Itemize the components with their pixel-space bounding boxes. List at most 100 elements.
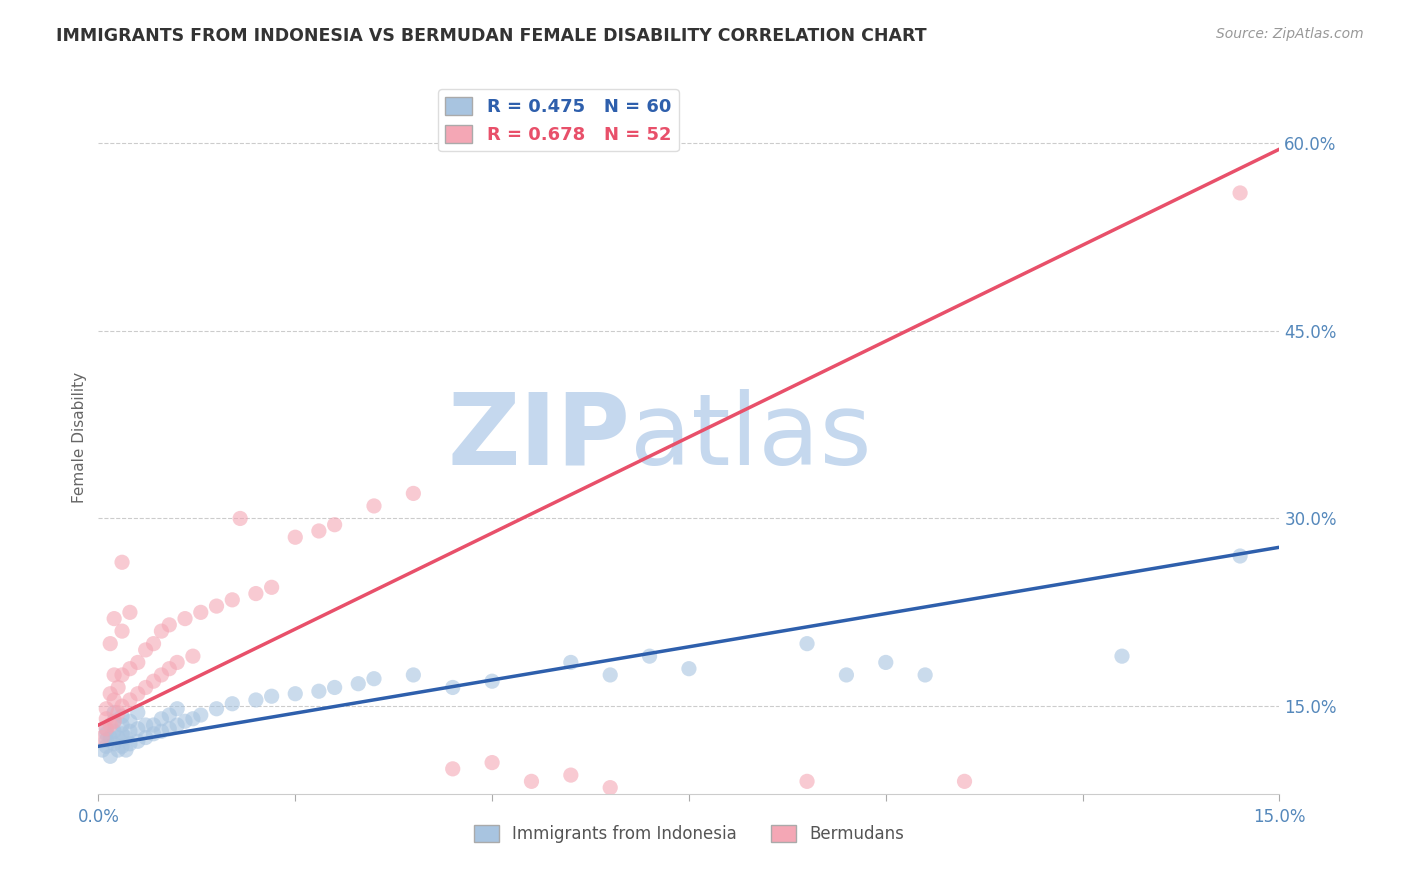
Point bbox=[107, 731, 129, 745]
Point bbox=[150, 712, 173, 726]
Point bbox=[127, 687, 149, 701]
Point bbox=[96, 702, 118, 716]
Point bbox=[441, 681, 464, 695]
Point bbox=[103, 612, 125, 626]
Point bbox=[150, 668, 173, 682]
Point bbox=[441, 762, 464, 776]
Point bbox=[115, 731, 138, 745]
Point bbox=[599, 780, 621, 795]
Point bbox=[142, 727, 165, 741]
Point bbox=[98, 718, 121, 732]
Point bbox=[221, 697, 243, 711]
Point bbox=[118, 737, 141, 751]
Point bbox=[347, 676, 370, 690]
Point bbox=[150, 724, 173, 739]
Point bbox=[107, 743, 129, 757]
Point bbox=[103, 714, 125, 729]
Point bbox=[157, 662, 180, 676]
Point bbox=[323, 681, 346, 695]
Point bbox=[835, 668, 858, 682]
Point bbox=[363, 499, 385, 513]
Point bbox=[96, 727, 118, 741]
Point bbox=[127, 722, 149, 736]
Point bbox=[111, 699, 134, 714]
Point bbox=[260, 580, 283, 594]
Point bbox=[107, 681, 129, 695]
Point bbox=[1229, 549, 1251, 563]
Point bbox=[118, 724, 141, 739]
Point bbox=[103, 724, 125, 739]
Point bbox=[157, 618, 180, 632]
Point bbox=[98, 749, 121, 764]
Point bbox=[111, 555, 134, 569]
Point bbox=[953, 774, 976, 789]
Point bbox=[111, 709, 134, 723]
Point bbox=[115, 743, 138, 757]
Point bbox=[103, 714, 125, 729]
Point bbox=[599, 668, 621, 682]
Point bbox=[260, 690, 283, 704]
Point bbox=[118, 605, 141, 619]
Point bbox=[520, 774, 543, 789]
Point bbox=[135, 643, 157, 657]
Point bbox=[96, 722, 118, 736]
Point bbox=[98, 687, 121, 701]
Point bbox=[107, 706, 129, 720]
Point bbox=[142, 674, 165, 689]
Point bbox=[402, 668, 425, 682]
Point bbox=[181, 649, 204, 664]
Point bbox=[127, 706, 149, 720]
Point bbox=[245, 693, 267, 707]
Point bbox=[157, 722, 180, 736]
Point bbox=[678, 662, 700, 676]
Point bbox=[560, 768, 582, 782]
Point bbox=[111, 718, 134, 732]
Point bbox=[308, 524, 330, 538]
Point bbox=[96, 712, 118, 726]
Point bbox=[481, 756, 503, 770]
Point bbox=[174, 612, 197, 626]
Point bbox=[111, 739, 134, 754]
Point bbox=[111, 624, 134, 639]
Point bbox=[98, 731, 121, 745]
Point bbox=[103, 693, 125, 707]
Point bbox=[157, 708, 180, 723]
Point bbox=[96, 739, 118, 754]
Point bbox=[245, 586, 267, 600]
Point bbox=[638, 649, 661, 664]
Text: atlas: atlas bbox=[630, 389, 872, 485]
Point bbox=[127, 656, 149, 670]
Point bbox=[135, 718, 157, 732]
Point bbox=[103, 737, 125, 751]
Point bbox=[481, 674, 503, 689]
Point bbox=[308, 684, 330, 698]
Point bbox=[142, 718, 165, 732]
Text: Source: ZipAtlas.com: Source: ZipAtlas.com bbox=[1216, 27, 1364, 41]
Point bbox=[142, 637, 165, 651]
Point bbox=[284, 687, 307, 701]
Point bbox=[221, 592, 243, 607]
Point bbox=[402, 486, 425, 500]
Point bbox=[166, 656, 188, 670]
Point bbox=[135, 681, 157, 695]
Point bbox=[103, 668, 125, 682]
Point bbox=[118, 693, 141, 707]
Point bbox=[875, 656, 897, 670]
Point bbox=[166, 702, 188, 716]
Point bbox=[111, 727, 134, 741]
Point bbox=[796, 774, 818, 789]
Point bbox=[181, 712, 204, 726]
Point bbox=[91, 743, 114, 757]
Point bbox=[229, 511, 252, 525]
Point bbox=[190, 708, 212, 723]
Legend: Immigrants from Indonesia, Bermudans: Immigrants from Indonesia, Bermudans bbox=[467, 818, 911, 850]
Point bbox=[363, 672, 385, 686]
Y-axis label: Female Disability: Female Disability bbox=[72, 371, 87, 503]
Point bbox=[174, 714, 197, 729]
Point bbox=[96, 722, 118, 736]
Point bbox=[96, 733, 118, 747]
Point bbox=[323, 517, 346, 532]
Point bbox=[103, 706, 125, 720]
Point bbox=[284, 530, 307, 544]
Point bbox=[796, 637, 818, 651]
